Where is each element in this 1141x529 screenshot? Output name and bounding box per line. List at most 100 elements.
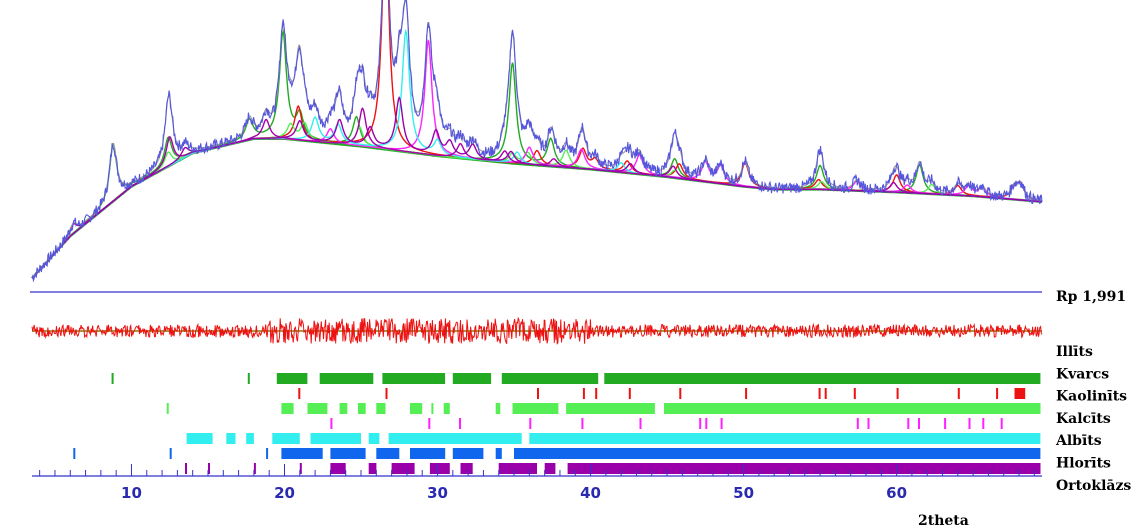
phase-labels: Illīts Kvarcs Kaolinīts Kalcīts Albīts Hlorīt… (1055, 344, 1131, 494)
x-axis: 10 20 30 40 50 60 (32, 464, 1042, 502)
reflection-tick (664, 403, 1041, 414)
reflection-tick (745, 388, 748, 399)
reflection-tick (368, 463, 377, 474)
reflection-tick (581, 418, 584, 429)
reflection-tick (720, 418, 723, 429)
reflection-tick (982, 418, 985, 429)
observed-pattern (31, 0, 1043, 283)
reflection-tick (459, 418, 461, 429)
reflection-tick (307, 403, 328, 414)
reflection-tick (512, 403, 559, 414)
tick-row-hlorīts (73, 448, 1041, 459)
reflection-tick (944, 418, 947, 429)
tick-row-kvarcs (298, 388, 1026, 399)
tick-row-kalcīts (330, 418, 1003, 429)
phase-label-kaolinīts: Kaolinīts (1056, 389, 1127, 405)
reflection-tick (604, 373, 1041, 384)
reflection-tick (495, 448, 502, 459)
phase-label-illīts: Illīts (1056, 344, 1093, 360)
reflection-tick (410, 403, 423, 414)
reflection-tick (428, 418, 431, 429)
x-tick-label: 30 (427, 484, 448, 502)
reflection-tick (330, 463, 346, 474)
reflection-tick (824, 388, 827, 399)
calculated-pattern (31, 0, 1043, 278)
reflection-tick (918, 418, 920, 429)
reflection-tick (582, 388, 585, 399)
reflection-tick (452, 373, 492, 384)
phase-curve-ortoklāzs (31, 96, 1043, 279)
reflection-tick (1000, 418, 1003, 429)
reflection-tick (679, 388, 682, 399)
reflection-tick (957, 388, 960, 399)
reflection-tick (299, 463, 302, 474)
reflection-tick (867, 418, 870, 429)
reflection-tick (253, 463, 256, 474)
tick-row-kaolinīts (166, 403, 1041, 414)
difference-curve (31, 316, 1043, 345)
phase-label-albīts: Albīts (1055, 433, 1102, 449)
reflection-tick (968, 418, 971, 429)
phase-reflection-ticks (73, 373, 1041, 474)
reflection-tick (856, 418, 859, 429)
tick-row-albīts (186, 433, 1041, 444)
reflection-tick (514, 448, 1041, 459)
reflection-tick (298, 388, 301, 399)
reflection-tick (339, 403, 348, 414)
reflection-tick (566, 403, 655, 414)
reflection-tick (208, 463, 210, 474)
reflection-tick (628, 388, 631, 399)
reflection-tick (388, 433, 522, 444)
phase-label-kalcīts: Kalcīts (1056, 411, 1111, 427)
reflection-tick (537, 388, 539, 399)
reflection-tick (443, 403, 450, 414)
reflection-tick (73, 448, 76, 459)
reflection-tick (385, 388, 388, 399)
reflection-tick (429, 463, 450, 474)
reflection-tick (246, 433, 254, 444)
observed-pattern-layer (31, 0, 1043, 283)
x-tick-label: 40 (580, 484, 601, 502)
reflection-tick (319, 373, 374, 384)
reflection-tick (907, 418, 910, 429)
reflection-tick (529, 418, 532, 429)
x-tick-label: 10 (121, 484, 142, 502)
reflection-tick (186, 433, 213, 444)
reflection-tick (376, 448, 400, 459)
x-axis-label: 2theta (918, 513, 969, 529)
reflection-tick (452, 448, 484, 459)
reflection-tick (391, 463, 415, 474)
reflection-tick (1014, 388, 1026, 399)
reflection-tick (705, 418, 708, 429)
reflection-tick (276, 373, 308, 384)
reflection-tick (247, 373, 250, 384)
tick-row-ortoklāzs (185, 463, 1041, 474)
reflection-tick (330, 448, 366, 459)
reflection-tick (410, 448, 446, 459)
reflection-tick (330, 418, 333, 429)
x-tick-label: 20 (274, 484, 295, 502)
reflection-tick (169, 448, 172, 459)
reflection-tick (368, 433, 380, 444)
tick-row-illīts (111, 373, 1041, 384)
phase-label-hlorīts: Hlorīts (1056, 456, 1111, 472)
reflection-tick (996, 388, 999, 399)
x-tick-label: 60 (886, 484, 907, 502)
reflection-tick (818, 388, 821, 399)
reflection-tick (529, 433, 1041, 444)
reflection-tick (272, 433, 300, 444)
reflection-tick (281, 403, 294, 414)
reflection-tick (501, 373, 599, 384)
reflection-tick (567, 463, 1041, 474)
difference-curve-layer (31, 316, 1043, 345)
x-tick-label: 50 (733, 484, 754, 502)
reflection-tick (699, 418, 702, 429)
reflection-tick (166, 403, 169, 414)
reflection-tick (185, 463, 187, 474)
reflection-tick (358, 403, 366, 414)
phase-curve-albīts (31, 28, 1043, 279)
calculated-pattern-layer (31, 0, 1043, 278)
phase-label-ortoklāzs: Ortoklāzs (1056, 478, 1131, 494)
reflection-tick (382, 373, 446, 384)
